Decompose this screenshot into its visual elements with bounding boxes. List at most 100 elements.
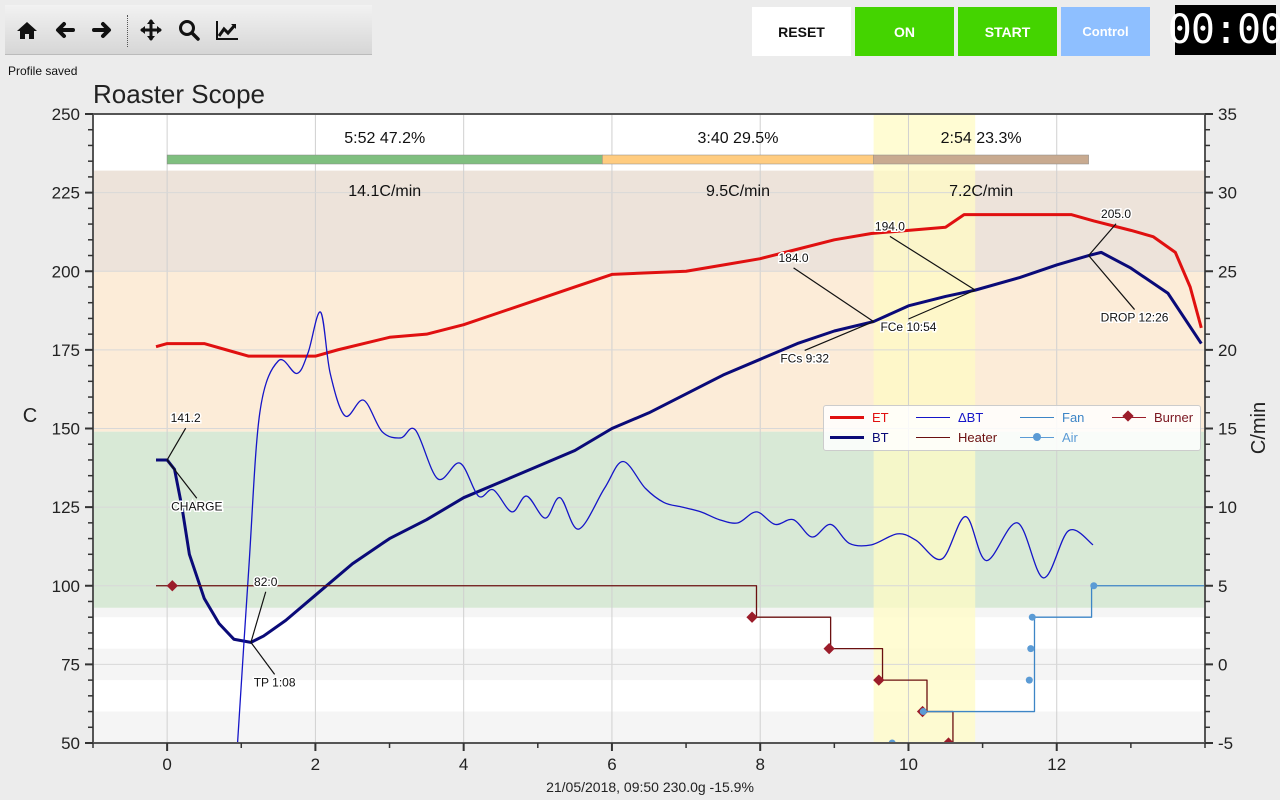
- y-tick-label: 250: [52, 105, 80, 124]
- annotation-leader: [1088, 223, 1117, 256]
- legend-bt: BT: [830, 430, 889, 445]
- series-et-line: [155, 213, 1203, 358]
- series-delta-bt-line: [236, 311, 1094, 744]
- toolbar-separator: [127, 15, 128, 47]
- y2-tick-label: -5: [1218, 734, 1233, 753]
- air-marker: [919, 708, 927, 716]
- annotation-leader: [250, 642, 276, 675]
- y-tick-label: 150: [52, 420, 80, 439]
- forward-button[interactable]: [88, 16, 116, 44]
- legend-label: Fan: [1062, 410, 1085, 425]
- back-button[interactable]: [51, 16, 79, 44]
- subplots-button[interactable]: [213, 16, 241, 44]
- annotation-label: CHARGE: [171, 499, 222, 513]
- legend-burner: Burner: [1112, 410, 1193, 425]
- y-tick-label: 225: [52, 184, 80, 203]
- reset-button[interactable]: RESET: [752, 7, 851, 56]
- magnifier-icon: [179, 20, 200, 41]
- legend-fan: Fan: [1020, 410, 1084, 425]
- annotation-label: 82:0: [254, 575, 278, 589]
- series-bt-line: [156, 250, 1203, 644]
- annotation-leader: [166, 459, 198, 499]
- chart-title: Roaster Scope: [93, 79, 265, 109]
- annotation-label: 141.2: [171, 411, 201, 425]
- y2-tick-label: 35: [1218, 105, 1237, 124]
- zoom-button[interactable]: [175, 16, 203, 44]
- legend-label: Heater: [958, 430, 998, 445]
- status-message: Profile saved: [8, 64, 78, 78]
- home-button[interactable]: [13, 16, 41, 44]
- annotation-label: TP 1:08: [254, 675, 296, 689]
- y-tick-label: 200: [52, 262, 80, 281]
- annotation-label: FCs 9:32: [780, 351, 829, 365]
- x-tick-label: 2: [311, 755, 320, 774]
- annotation-label: FCe 10:54: [880, 320, 936, 334]
- pan-button[interactable]: [137, 16, 165, 44]
- y2-tick-label: 0: [1218, 655, 1227, 674]
- temperature-band: [93, 431, 1205, 608]
- legend-label: Burner: [1154, 410, 1194, 425]
- arrow-right-icon: [92, 22, 111, 38]
- legend-swatch: [1112, 410, 1146, 422]
- legend-swatch: [830, 416, 864, 419]
- annotation-leader: [793, 267, 874, 323]
- arrow-left-icon: [56, 22, 75, 38]
- annotation-leader: [250, 591, 267, 643]
- roast-info-footer: 21/05/2018, 09:50 230.0g -15.9%: [546, 779, 754, 795]
- legend-swatch: [1020, 433, 1054, 441]
- air-marker: [1090, 582, 1098, 590]
- phase-bar: [873, 154, 1089, 165]
- legend-et: ET: [830, 410, 889, 425]
- y2-axis-label: C/min: [1248, 402, 1270, 454]
- legend-label: BT: [872, 430, 889, 445]
- annotation-label: 205.0: [1101, 207, 1131, 221]
- phase-bar: [602, 154, 874, 165]
- y2-tick-label: 30: [1218, 184, 1237, 203]
- background-stripe: [93, 607, 1205, 618]
- legend-label: Air: [1062, 430, 1078, 445]
- navigation-toolbar: [5, 5, 372, 55]
- on-button[interactable]: ON: [855, 7, 954, 56]
- chart-legend: ET BT ΔBT Heater Fan Air Burner: [823, 405, 1201, 451]
- annotation-leader: [804, 321, 874, 352]
- move-icon: [140, 19, 162, 41]
- air-marker: [1027, 645, 1035, 653]
- phase-bar: [166, 154, 603, 165]
- legend-delta-bt: ΔBT: [916, 410, 983, 425]
- home-icon: [17, 22, 37, 39]
- burner-marker: [873, 674, 885, 686]
- chart-margin: [0, 743, 1280, 800]
- annotation-label: DROP 12:26: [1101, 311, 1169, 325]
- burner-marker: [746, 611, 758, 623]
- burner-marker: [823, 642, 835, 655]
- legend-label: ET: [872, 410, 889, 425]
- annotation-leader: [908, 289, 976, 320]
- y2-tick-label: 25: [1218, 262, 1237, 281]
- x-tick-label: 12: [1047, 755, 1066, 774]
- y-tick-label: 50: [61, 734, 80, 753]
- y-tick-label: 125: [52, 498, 80, 517]
- y-axis-label: C: [23, 405, 37, 427]
- annotation-label: 194.0: [875, 219, 905, 233]
- x-tick-label: 6: [607, 755, 616, 774]
- x-tick-label: 10: [899, 755, 918, 774]
- annotation-leader: [166, 427, 187, 461]
- annotation-label: 184.0: [779, 251, 809, 265]
- start-button[interactable]: START: [958, 7, 1057, 56]
- legend-swatch: [1020, 417, 1054, 418]
- x-tick-label: 4: [459, 755, 468, 774]
- annotation-leader: [889, 235, 976, 291]
- y-tick-label: 75: [61, 655, 80, 674]
- y2-tick-label: 20: [1218, 341, 1237, 360]
- legend-heater: Heater: [916, 430, 997, 445]
- y2-tick-label: 5: [1218, 577, 1227, 596]
- phase-duration: 2:54 23.3%: [941, 130, 1022, 147]
- control-button[interactable]: Control: [1061, 7, 1150, 56]
- legend-air: Air: [1020, 430, 1078, 445]
- y2-tick-label: 10: [1218, 498, 1237, 517]
- air-marker: [1025, 676, 1033, 684]
- legend-swatch: [916, 437, 950, 438]
- phase-ror: 7.2C/min: [949, 183, 1013, 200]
- legend-swatch: [830, 436, 864, 439]
